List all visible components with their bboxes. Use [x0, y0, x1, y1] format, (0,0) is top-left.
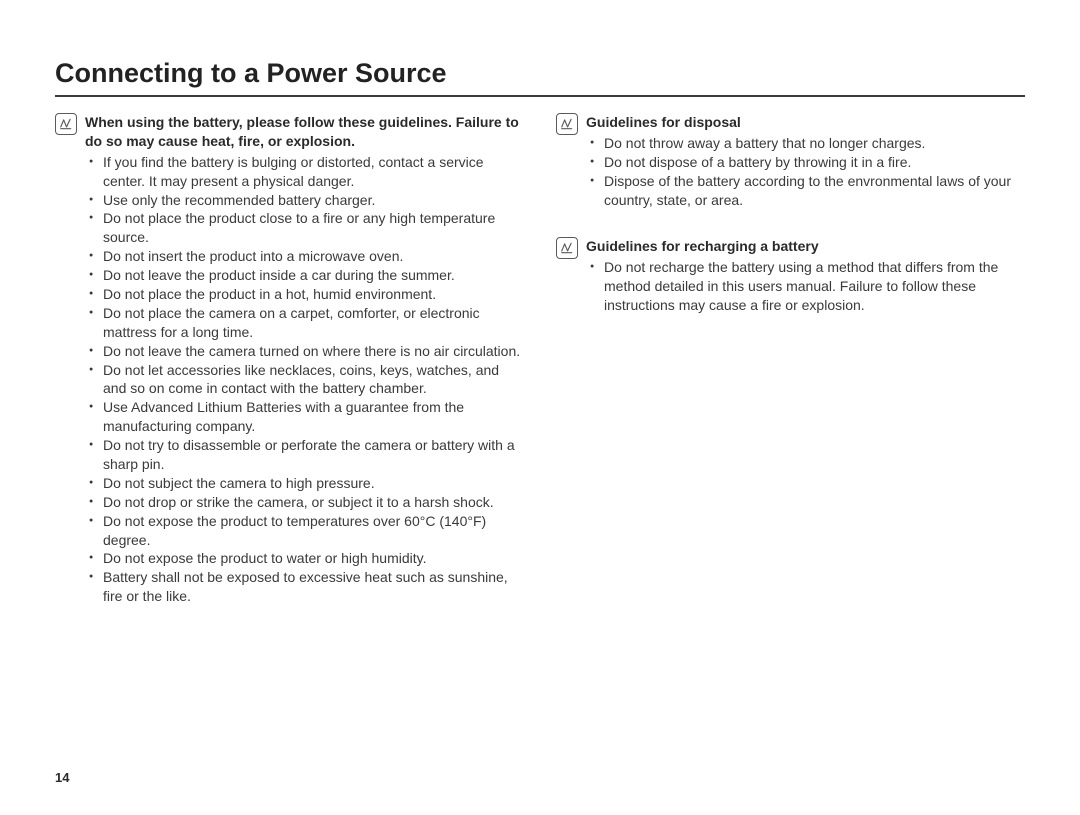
- battery-guidelines-body: When using the battery, please follow th…: [85, 113, 524, 606]
- list-item: Do not place the product in a hot, humid…: [103, 285, 524, 304]
- disposal-heading: Guidelines for disposal: [586, 113, 1025, 132]
- list-item: Do not expose the product to water or hi…: [103, 549, 524, 568]
- list-item: Do not try to disassemble or perforate t…: [103, 436, 524, 474]
- list-item: Do not place the camera on a carpet, com…: [103, 304, 524, 342]
- note-icon: [556, 237, 578, 259]
- disposal-body: Guidelines for disposal Do not throw awa…: [586, 113, 1025, 209]
- left-column: When using the battery, please follow th…: [55, 113, 524, 626]
- list-item: Battery shall not be exposed to excessiv…: [103, 568, 524, 606]
- list-item: Use only the recommended battery charger…: [103, 191, 524, 210]
- battery-guidelines-block: When using the battery, please follow th…: [55, 113, 524, 606]
- list-item: Use Advanced Lithium Batteries with a gu…: [103, 398, 524, 436]
- list-item: Do not leave the product inside a car du…: [103, 266, 524, 285]
- list-item: Do not dispose of a battery by throwing …: [604, 153, 1025, 172]
- list-item: Do not let accessories like necklaces, c…: [103, 361, 524, 399]
- right-column: Guidelines for disposal Do not throw awa…: [556, 113, 1025, 626]
- list-item: If you find the battery is bulging or di…: [103, 153, 524, 191]
- list-item: Do not leave the camera turned on where …: [103, 342, 524, 361]
- disposal-block: Guidelines for disposal Do not throw awa…: [556, 113, 1025, 209]
- list-item: Do not drop or strike the camera, or sub…: [103, 493, 524, 512]
- disposal-list: Do not throw away a battery that no long…: [586, 134, 1025, 210]
- list-item: Do not place the product close to a fire…: [103, 209, 524, 247]
- list-item: Do not subject the camera to high pressu…: [103, 474, 524, 493]
- list-item: Dispose of the battery according to the …: [604, 172, 1025, 210]
- list-item: Do not expose the product to temperature…: [103, 512, 524, 550]
- recharge-block: Guidelines for recharging a battery Do n…: [556, 237, 1025, 315]
- note-icon: [55, 113, 77, 135]
- content-columns: When using the battery, please follow th…: [55, 113, 1025, 626]
- list-item: Do not throw away a battery that no long…: [604, 134, 1025, 153]
- recharge-body: Guidelines for recharging a battery Do n…: [586, 237, 1025, 315]
- recharge-heading: Guidelines for recharging a battery: [586, 237, 1025, 256]
- list-item: Do not insert the product into a microwa…: [103, 247, 524, 266]
- recharge-list: Do not recharge the battery using a meth…: [586, 258, 1025, 315]
- note-icon: [556, 113, 578, 135]
- list-item: Do not recharge the battery using a meth…: [604, 258, 1025, 315]
- page-title: Connecting to a Power Source: [55, 58, 1025, 97]
- battery-guidelines-heading: When using the battery, please follow th…: [85, 113, 524, 151]
- battery-guidelines-list: If you find the battery is bulging or di…: [85, 153, 524, 606]
- manual-page: Connecting to a Power Source When using …: [0, 0, 1080, 815]
- page-number: 14: [55, 770, 69, 785]
